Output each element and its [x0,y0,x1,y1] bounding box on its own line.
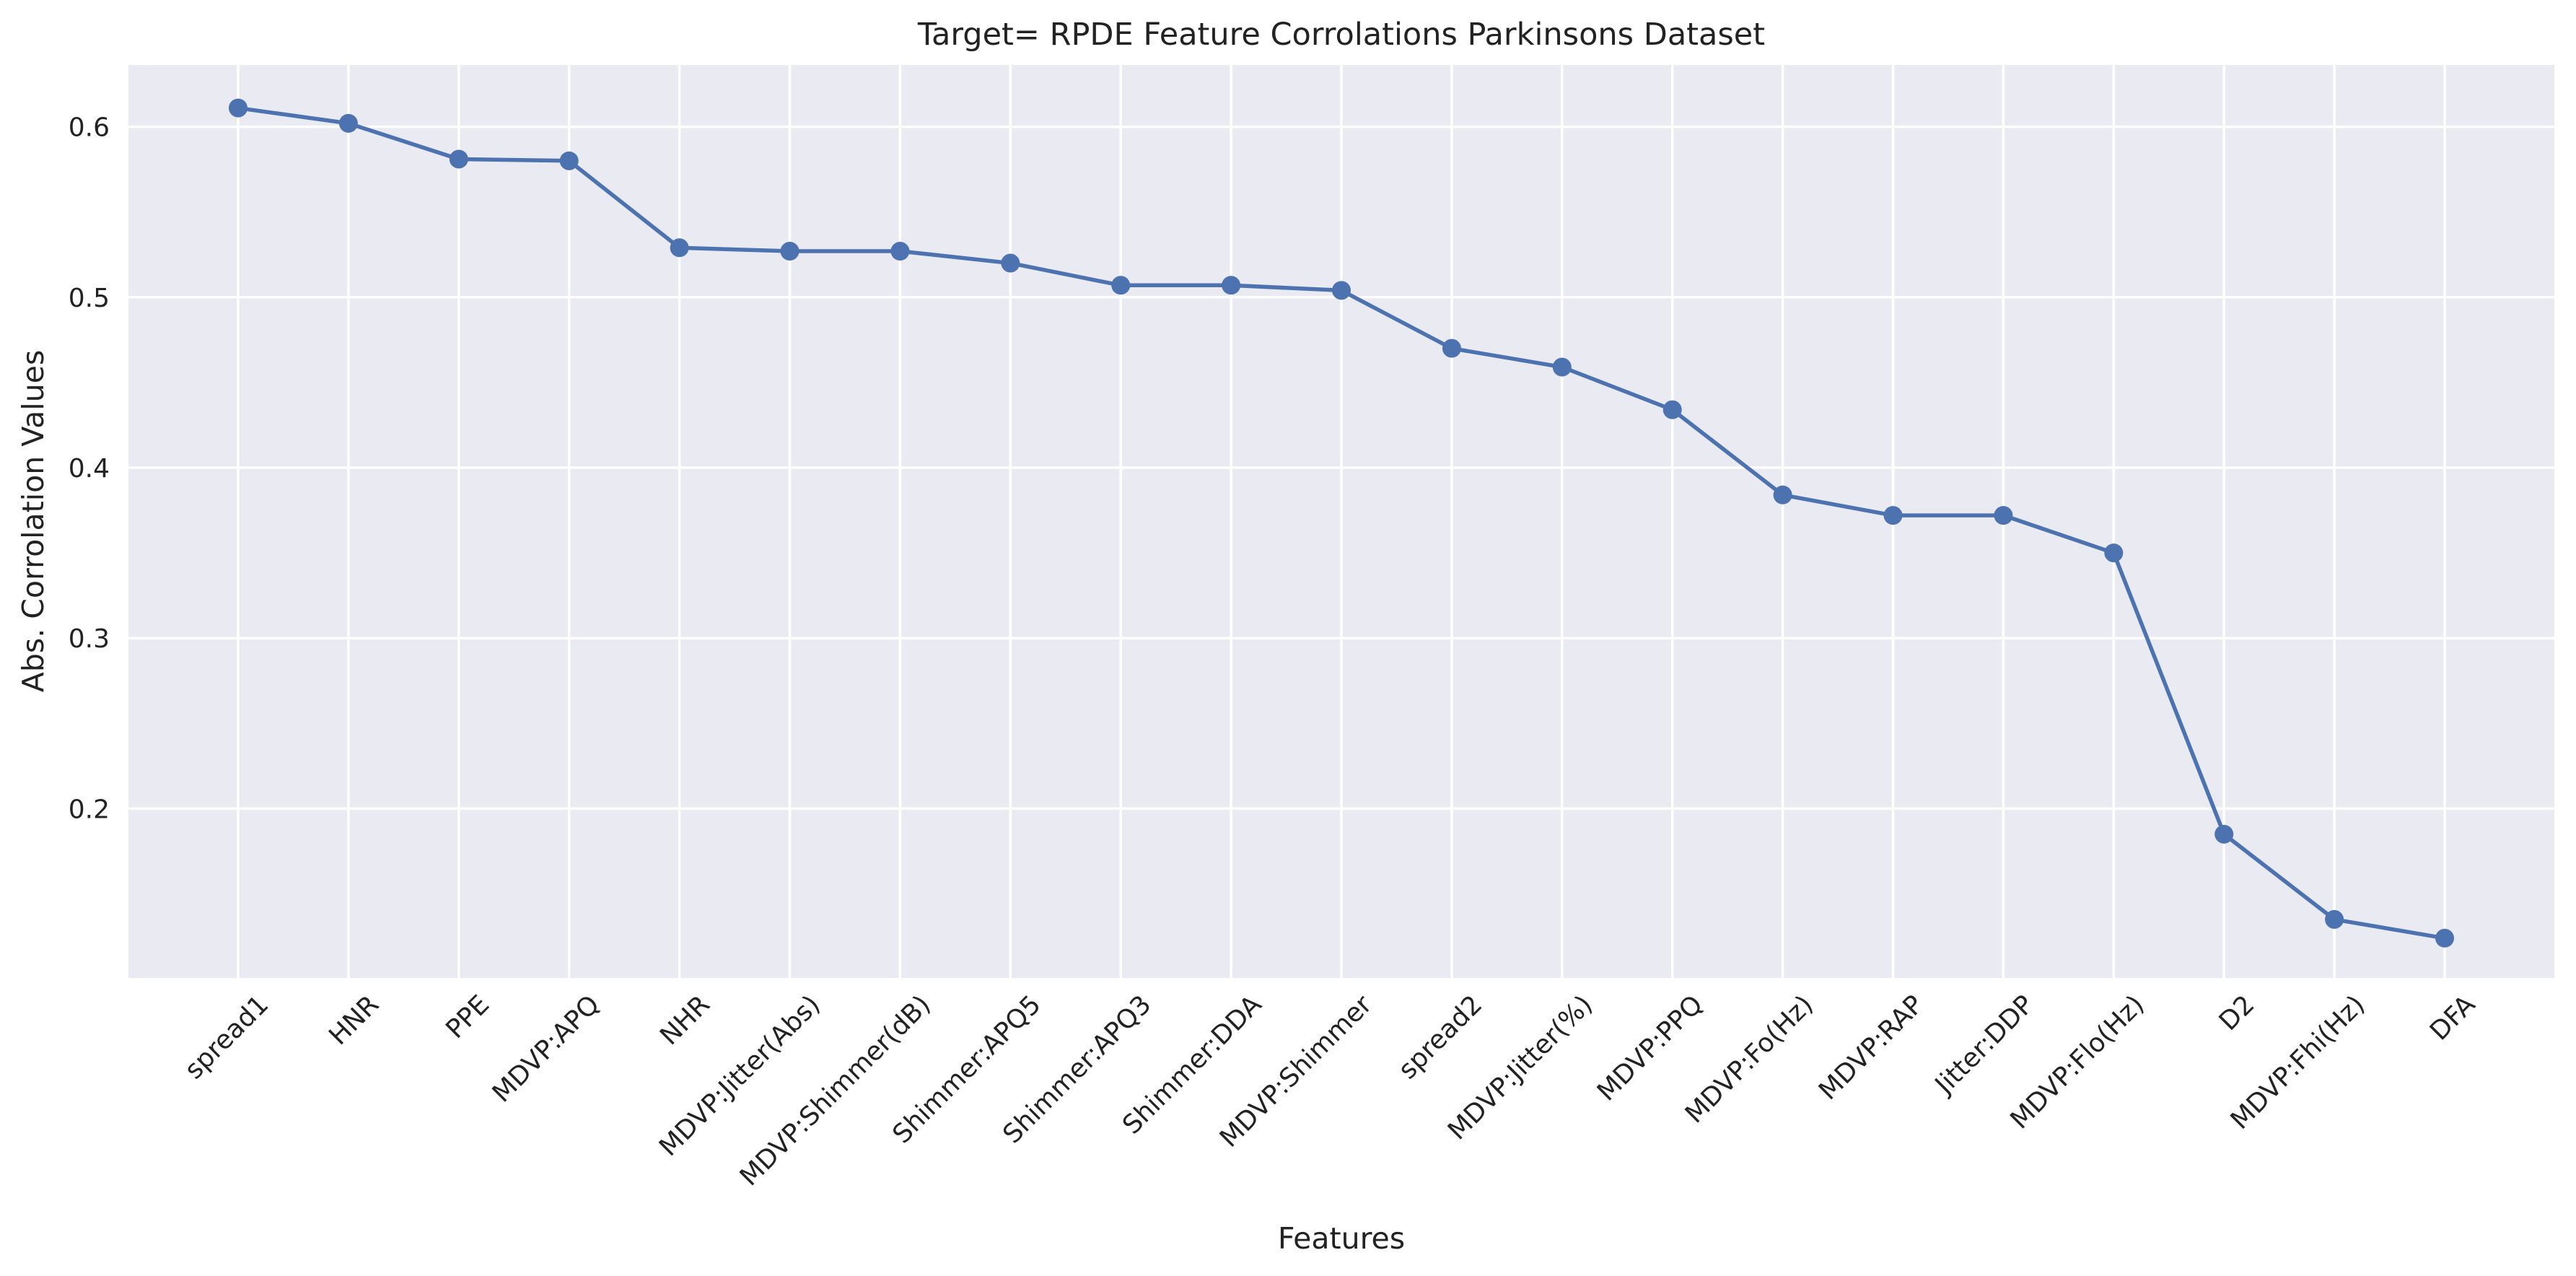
data-point [1773,485,1792,504]
x-tick-label: PPE [440,989,495,1044]
y-tick-labels: 0.2 0.3 0.4 0.5 0.6 [69,113,110,825]
data-point [1994,506,2013,525]
data-points [229,98,2454,948]
data-point [1662,400,1682,419]
x-tick-label: spread1 [179,989,274,1085]
x-tick-label: Jitter:DDP [1929,989,2040,1101]
data-point [1442,338,1461,358]
x-tick-label: MDVP:RAP [1813,989,1929,1106]
data-point [2325,909,2344,929]
data-point [1883,506,1903,525]
data-point [2435,928,2454,948]
data-point [559,151,579,170]
x-tick-label: NHR [654,989,716,1051]
data-point [1332,281,1351,300]
data-point [229,98,247,118]
x-tick-label: MDVP:PPQ [1592,989,1709,1106]
x-tick-label: D2 [2214,989,2261,1036]
data-point [1222,276,1241,295]
y-tick-label: 0.4 [69,454,110,484]
data-point [1552,357,1572,377]
chart-title: Target= RPDE Feature Corrolations Parkin… [917,17,1765,53]
data-point [670,238,689,258]
x-tick-label: MDVP:APQ [487,989,605,1108]
data-point [338,113,358,133]
x-tick-label: HNR [323,989,385,1051]
y-tick-label: 0.6 [69,113,110,143]
data-point [780,242,799,261]
data-point [890,242,910,261]
data-point [1111,276,1131,295]
data-point [1001,253,1020,273]
x-tick-label: MDVP:Shimmer(dB) [735,989,937,1192]
data-point [2214,824,2234,844]
y-axis-label: Abs. Corrolation Values [16,350,51,692]
y-tick-label: 0.2 [69,795,110,824]
data-point [2104,543,2124,563]
y-tick-label: 0.5 [69,284,110,313]
x-tick-label: DFA [2424,989,2481,1046]
x-tick-label: spread2 [1393,989,1488,1085]
horizontal-gridlines [128,125,2554,810]
x-axis-label: Features [1278,1221,1405,1256]
vertical-gridlines [237,65,2446,978]
data-point [449,149,468,169]
y-tick-label: 0.3 [69,624,110,654]
